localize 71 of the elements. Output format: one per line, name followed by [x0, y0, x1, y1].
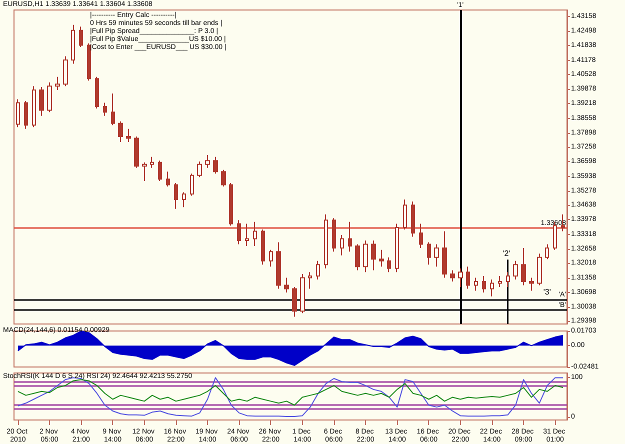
- candlestick: [39, 86, 44, 116]
- candlestick: [332, 218, 336, 252]
- candlestick: [103, 102, 107, 116]
- candlestick: [126, 128, 131, 142]
- candlestick: [237, 220, 241, 245]
- candlestick: [490, 278, 494, 297]
- candlestick: [348, 221, 352, 252]
- candlestick: [474, 277, 478, 292]
- candlestick: [537, 253, 542, 286]
- candlestick: [229, 182, 233, 226]
- candlestick: [166, 171, 170, 187]
- candlestick: [434, 244, 439, 268]
- candlestick: [427, 242, 431, 266]
- candlestick: [32, 86, 36, 128]
- candlestick: [87, 42, 91, 82]
- candlestick: [142, 162, 147, 182]
- candlestick: [458, 268, 463, 288]
- candlestick: [340, 234, 344, 256]
- candlestick: [111, 92, 115, 126]
- candlestick: [324, 214, 328, 269]
- candlestick: [253, 221, 257, 247]
- candlestick: [300, 273, 305, 314]
- candlestick: [71, 24, 75, 64]
- candlestick: [190, 173, 194, 196]
- candlestick: [182, 192, 186, 208]
- candlestick: [276, 242, 281, 290]
- candlestick: [245, 223, 249, 247]
- candlestick: [55, 76, 60, 90]
- candlestick: [371, 240, 376, 271]
- candlestick: [545, 244, 549, 260]
- candlestick: [395, 223, 399, 273]
- candlestick: [363, 240, 368, 273]
- candlestick: [16, 98, 20, 128]
- candlestick: [506, 272, 510, 288]
- candlestick: [411, 201, 415, 238]
- candlestick: [419, 223, 423, 249]
- candlestick: [205, 154, 210, 168]
- candlestick: [292, 286, 297, 318]
- candlestick: [118, 120, 123, 142]
- candlestick: [379, 249, 384, 268]
- candlestick: [308, 272, 312, 290]
- candlestick: [269, 249, 273, 268]
- candlestick: [355, 244, 360, 271]
- candlestick: [158, 160, 162, 182]
- candlestick: [150, 156, 154, 168]
- candlestick: [79, 26, 83, 48]
- candlestick: [47, 82, 52, 113]
- candlestick: [221, 169, 226, 187]
- candlestick: [521, 248, 526, 286]
- line-series: [17, 379, 564, 406]
- candlestick: [466, 266, 470, 290]
- candlestick: [95, 76, 99, 110]
- candlestick: [316, 260, 320, 280]
- annotation: '2': [502, 249, 511, 258]
- annotation: '3': [543, 287, 552, 296]
- candlestick: [498, 275, 502, 288]
- candlestick: [482, 275, 486, 294]
- candlestick: [261, 228, 265, 266]
- candlestick: [284, 277, 289, 294]
- candlestick: [403, 199, 407, 230]
- candlestick: [24, 100, 28, 130]
- candlestick: [213, 156, 218, 174]
- candlestick: [134, 136, 139, 168]
- candlestick: [197, 160, 202, 178]
- candlestick: [63, 56, 68, 87]
- candlestick: [442, 230, 447, 278]
- candlestick: [174, 182, 178, 210]
- candlestick: [513, 260, 518, 280]
- candlestick: [387, 256, 391, 273]
- candlestick: [529, 277, 534, 292]
- candlestick: [450, 270, 455, 282]
